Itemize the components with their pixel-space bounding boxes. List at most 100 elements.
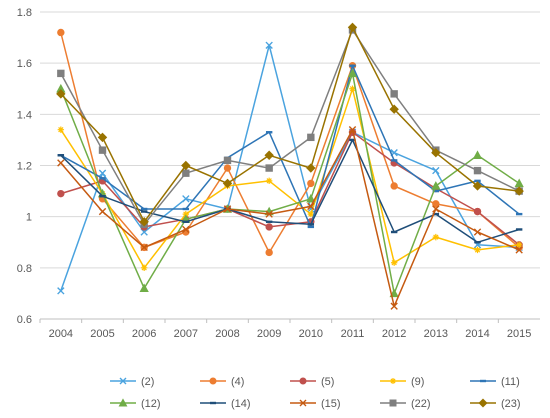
data-point [307,179,315,188]
legend-label: (9) [411,376,424,388]
y-tick-label: 1.8 [17,7,32,19]
legend-label: (14) [231,398,251,410]
legend-marker [390,378,396,384]
x-tick-label: 2014 [465,328,489,340]
data-point [57,189,65,198]
data-point [515,241,523,249]
data-point [347,22,358,33]
legend-label: (2) [141,376,154,388]
data-point [390,259,398,266]
x-tick-label: 2015 [507,328,531,340]
data-point [264,150,274,160]
legend-marker [118,398,128,407]
data-point [432,166,440,175]
x-tick-label: 2008 [215,328,239,340]
legend-marker [210,401,216,405]
data-point [265,210,273,218]
series-line [60,64,520,228]
data-point [98,207,107,216]
data-point [97,132,108,143]
data-point [389,104,399,114]
data-point [140,210,148,213]
series-6 [56,68,524,298]
y-tick-label: 1 [26,212,32,224]
x-tick-label: 2006 [132,328,156,340]
data-point [348,125,357,134]
y-tick-label: 0.8 [17,263,32,275]
legend-item: (12) [110,398,161,410]
series-1 [57,41,523,295]
data-point [265,223,273,231]
series-line [60,88,520,269]
legend-label: (11) [501,376,520,388]
data-point [57,28,65,37]
data-point [223,164,232,172]
series-line [60,26,520,223]
data-point [56,89,66,99]
legend-item: (22) [380,398,431,410]
data-point [265,220,273,223]
data-point [431,148,441,158]
data-point [57,126,65,133]
legend-label: (5) [321,376,334,388]
legend-item: (23) [470,398,521,410]
x-tick-label: 2013 [424,328,448,340]
series-10 [56,22,524,227]
legend-marker [480,379,486,383]
data-point [515,246,523,254]
data-point [140,243,148,252]
data-point [182,169,190,177]
data-point [472,150,483,159]
data-point [99,195,106,198]
data-point [432,233,440,241]
data-point [473,228,482,236]
y-axis-ticks: 0.6 0.8 1 1.2 1.4 1.6 1.8 [17,7,32,326]
legend-item: (4) [200,376,244,388]
legend: (2) (4) (5) (9) (11) (12) (14) (15) (22) (23) [110,376,521,410]
data-point [432,212,440,216]
data-point [472,181,483,191]
data-point [307,133,315,142]
legend-item: (5) [290,376,334,388]
series-line [60,131,520,246]
legend-marker [299,399,307,407]
data-point [223,205,232,213]
y-tick-label: 1.2 [17,161,32,173]
data-point [265,41,273,49]
x-axis-ticks: 2004 2005 2006 2007 2008 2009 2010 2011 2012 2013… [39,319,531,340]
series-line [60,128,520,307]
x-tick-label: 2012 [382,328,406,340]
series-lines [56,22,524,310]
legend-item: (14) [200,398,251,410]
data-point [432,200,440,208]
x-tick-label: 2011 [341,328,365,340]
data-point [223,156,232,165]
data-point [182,220,190,223]
data-point [473,166,482,175]
data-point [473,207,482,216]
legend-label: (12) [141,398,161,410]
data-point [390,230,398,234]
data-point [139,283,149,292]
legend-marker [209,377,217,385]
data-point [390,90,398,98]
y-tick-label: 1.4 [17,109,32,121]
data-point [182,195,190,203]
data-point [140,264,148,272]
data-point [432,205,440,213]
data-point [514,186,524,196]
data-point [57,154,65,157]
legend-label: (23) [501,398,521,410]
series-8 [57,125,523,310]
data-point [265,164,273,172]
data-point [98,169,107,177]
data-point [390,182,398,190]
x-tick-label: 2004 [49,328,73,340]
data-point [515,212,523,216]
data-point [57,287,65,295]
data-point [514,178,524,188]
data-point [265,131,273,134]
data-point [349,64,356,67]
data-point [222,178,233,189]
